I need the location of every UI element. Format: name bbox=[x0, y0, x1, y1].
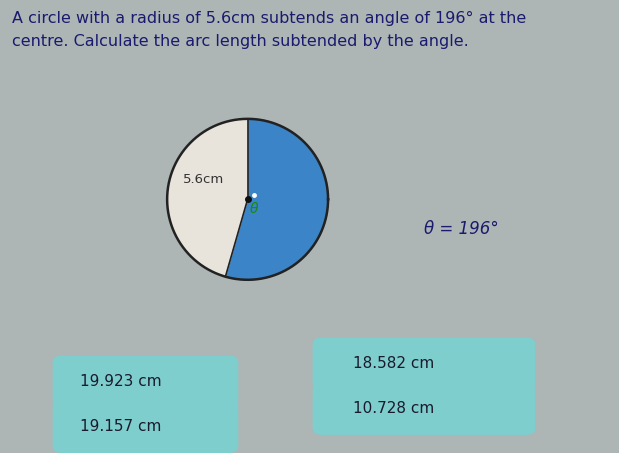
Text: 10.728 cm: 10.728 cm bbox=[353, 401, 434, 416]
Text: A circle with a radius of 5.6cm subtends an angle of 196° at the: A circle with a radius of 5.6cm subtends… bbox=[12, 11, 527, 26]
Text: 19.923 cm: 19.923 cm bbox=[80, 374, 161, 389]
Polygon shape bbox=[225, 119, 328, 280]
Polygon shape bbox=[167, 119, 248, 277]
FancyBboxPatch shape bbox=[53, 401, 238, 453]
FancyBboxPatch shape bbox=[53, 356, 238, 408]
Text: 5.6cm: 5.6cm bbox=[183, 173, 224, 186]
Text: 19.157 cm: 19.157 cm bbox=[80, 419, 161, 434]
Text: θ: θ bbox=[250, 202, 258, 216]
Text: θ = 196°: θ = 196° bbox=[424, 220, 499, 238]
Text: centre. Calculate the arc length subtended by the angle.: centre. Calculate the arc length subtend… bbox=[12, 34, 469, 49]
Text: 18.582 cm: 18.582 cm bbox=[353, 356, 434, 371]
FancyBboxPatch shape bbox=[313, 383, 535, 435]
FancyBboxPatch shape bbox=[313, 337, 535, 390]
